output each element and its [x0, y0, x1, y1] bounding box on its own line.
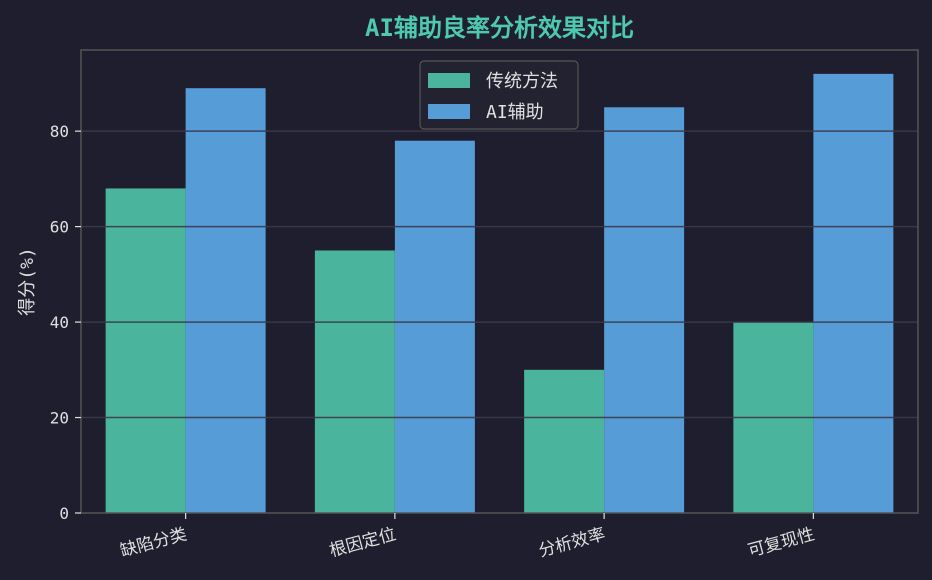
- bar-ai-0: [185, 88, 266, 513]
- legend-label-0: 传统方法: [486, 71, 558, 92]
- y-tick-label-60: 60: [50, 218, 69, 237]
- bar-traditional-1: [314, 250, 395, 513]
- bar-ai-2: [604, 107, 685, 513]
- plot-frame: [80, 49, 919, 514]
- y-tick-label-80: 80: [50, 122, 69, 141]
- legend-label-1: AI辅助: [486, 102, 544, 123]
- legend-swatch-1: [428, 104, 470, 119]
- y-tick-label-40: 40: [50, 313, 69, 332]
- y-tick-label-20: 20: [50, 409, 69, 428]
- y-axis-label: 得分(%): [17, 247, 38, 316]
- bar-traditional-0: [105, 188, 186, 514]
- chart-title: AI辅助良率分析效果对比: [365, 14, 634, 42]
- bar-ai-3: [813, 73, 894, 514]
- bar-ai-1: [394, 140, 475, 513]
- bar-traditional-2: [524, 369, 605, 513]
- y-tick-label-0: 0: [59, 504, 69, 523]
- legend-swatch-0: [428, 73, 470, 88]
